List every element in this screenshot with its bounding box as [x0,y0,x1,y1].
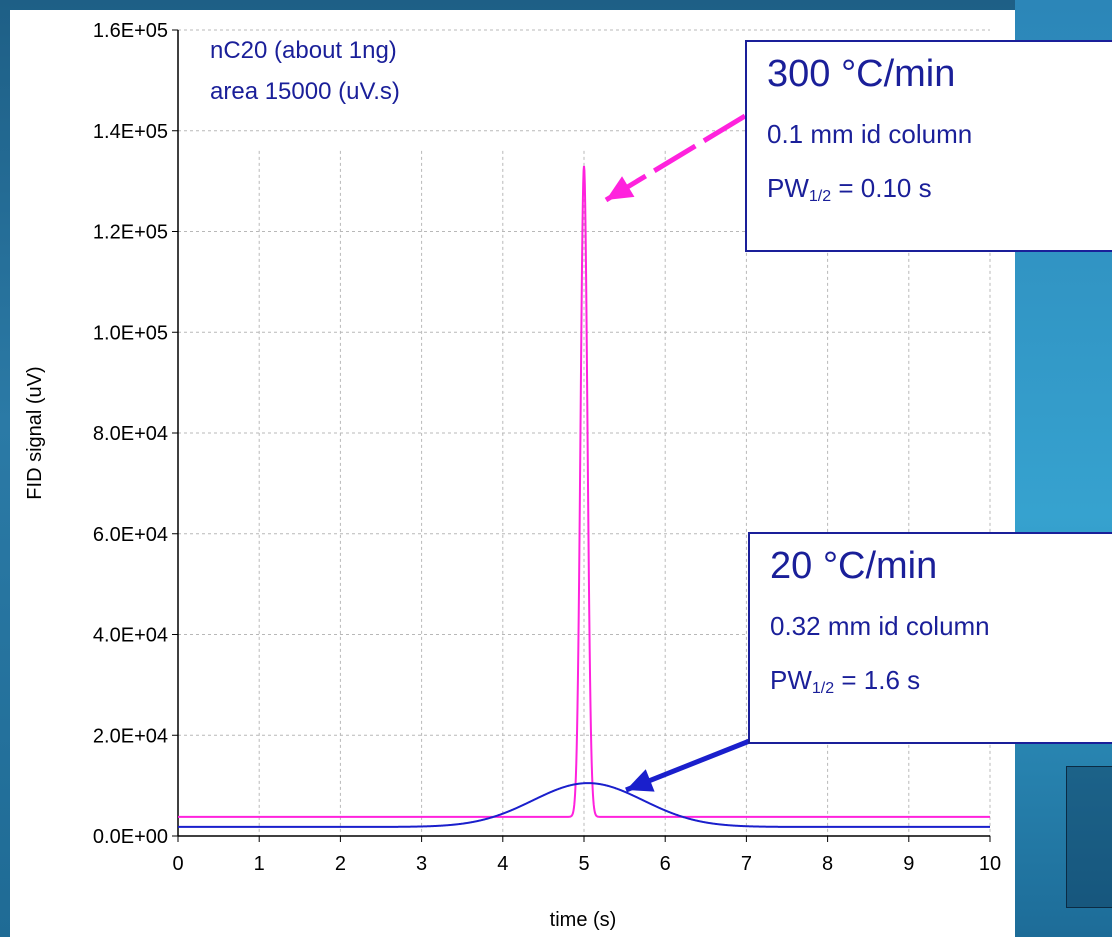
y-tick-label: 1.2E+05 [93,222,168,244]
callout-20: 20 °C/min 0.32 mm id column PW1/2 = 1.6 … [748,532,1112,744]
tick-labels: 0.0E+00 2.0E+04 4.0E+04 6.0E+04 8.0E+04 1.0E+… [93,20,1001,875]
annotation-line-2: area 15000 (uV.s) [210,78,400,105]
callout-20-pw: PW1/2 = 1.6 s [770,664,1112,705]
callout-20-pw-value: = 1.6 s [834,665,921,695]
callout-20-column: 0.32 mm id column [770,611,990,641]
x-tick-label: 4 [497,853,508,875]
callout-300: 300 °C/min 0.1 mm id column PW1/2 = 0.10… [745,40,1112,252]
callout-300-rate: 300 °C/min [767,53,956,95]
series-line-1 [178,782,990,828]
x-tick-label: 7 [741,853,752,875]
y-tick-label: 8.0E+04 [93,423,168,445]
y-tick-label: 2.0E+04 [93,725,168,747]
x-axis-title: time (s) [550,909,617,931]
callout-300-column: 0.1 mm id column [767,119,973,149]
x-tick-label: 6 [660,853,671,875]
axes [172,29,991,842]
y-axis-title: FID signal (uV) [24,366,46,499]
x-tick-label: 5 [578,853,589,875]
y-tick-label: 1.0E+05 [93,322,168,344]
callout-20-rate: 20 °C/min [770,545,938,587]
callout-20-pw-sub: 1/2 [811,680,835,697]
series-line-0 [178,165,990,818]
y-tick-label: 4.0E+04 [93,625,168,647]
x-tick-label: 2 [335,853,346,875]
grid-lines [178,29,991,836]
callout-300-pw-label: PW [767,173,809,203]
y-tick-label: 1.6E+05 [93,20,168,42]
callout-300-pw-value: = 0.10 s [831,173,932,203]
callout-arrows [604,113,753,793]
logo-box [1066,766,1112,908]
arrow-300-shaft [604,113,747,203]
x-tick-label: 10 [979,853,1001,875]
arrow-300-head [606,176,635,200]
callout-20-pw-label: PW [770,665,812,695]
callout-300-pw: PW1/2 = 0.10 s [767,172,1112,213]
callout-300-pw-sub: 1/2 [808,188,832,205]
x-tick-label: 8 [822,853,833,875]
y-tick-label: 0.0E+00 [93,826,168,848]
y-tick-label: 1.4E+05 [93,121,168,143]
arrow-20-head [626,769,655,792]
x-tick-label: 0 [172,853,183,875]
annotation-line-1: nC20 (about 1ng) [210,37,397,64]
y-tick-label: 6.0E+04 [93,524,168,546]
series-lines [178,165,990,828]
x-tick-label: 3 [416,853,427,875]
x-tick-label: 9 [903,853,914,875]
x-tick-label: 1 [254,853,265,875]
